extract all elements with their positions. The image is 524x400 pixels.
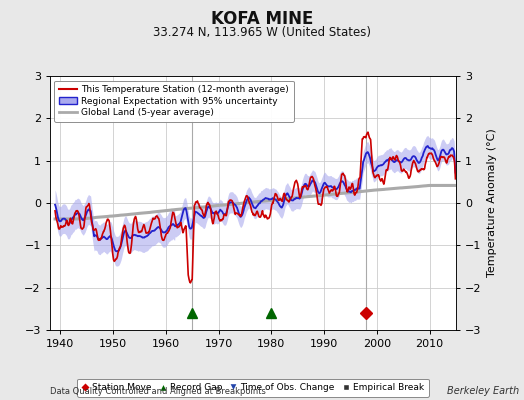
Text: Berkeley Earth: Berkeley Earth	[446, 386, 519, 396]
Legend: Station Move, Record Gap, Time of Obs. Change, Empirical Break: Station Move, Record Gap, Time of Obs. C…	[77, 378, 429, 397]
Y-axis label: Temperature Anomaly (°C): Temperature Anomaly (°C)	[487, 129, 497, 277]
Text: 33.274 N, 113.965 W (United States): 33.274 N, 113.965 W (United States)	[153, 26, 371, 39]
Text: Data Quality Controlled and Aligned at Breakpoints: Data Quality Controlled and Aligned at B…	[50, 387, 266, 396]
Text: KOFA MINE: KOFA MINE	[211, 10, 313, 28]
